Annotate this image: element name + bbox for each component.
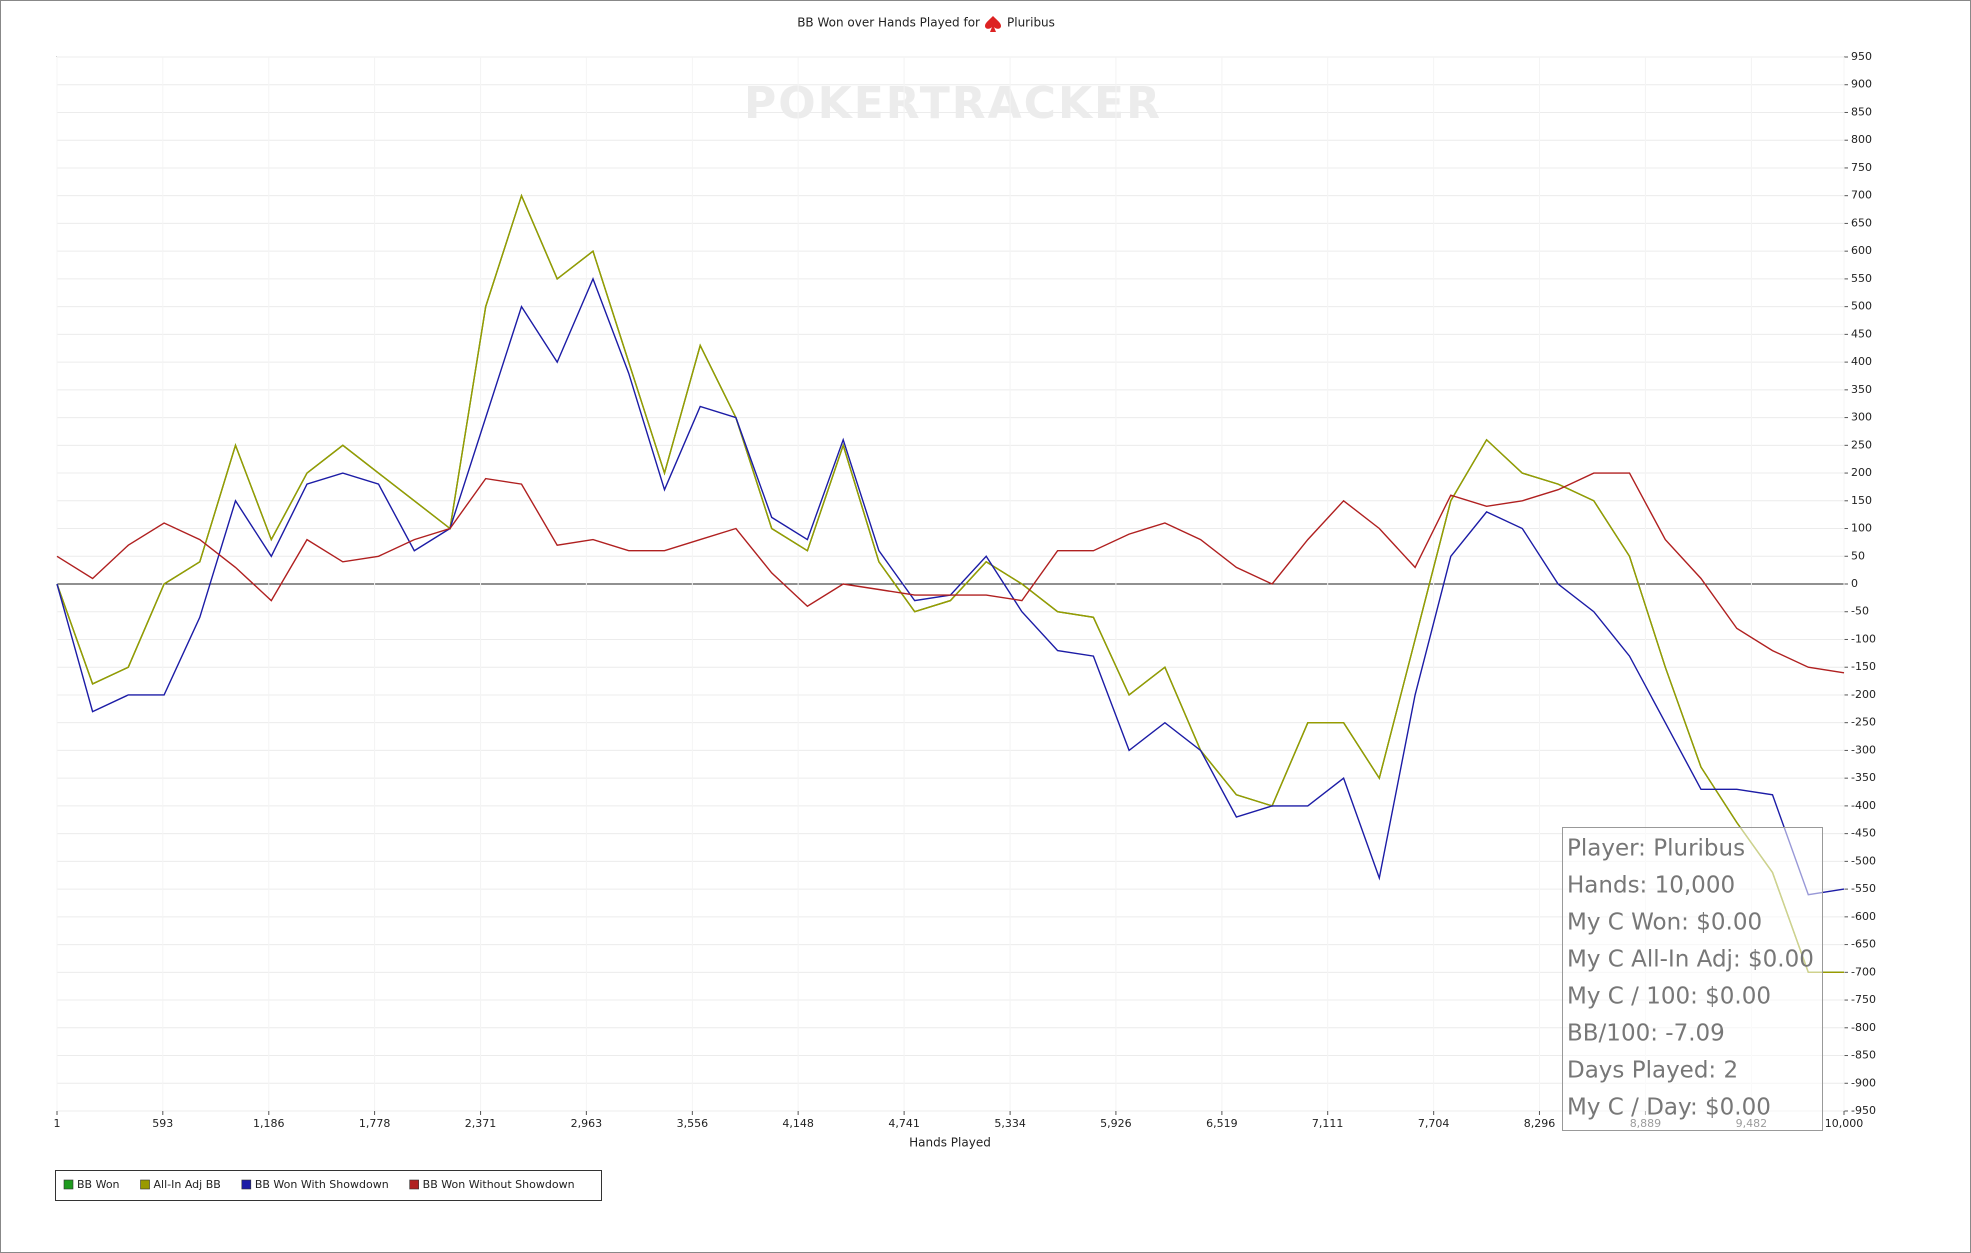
y-tick-label: 950 [1851, 50, 1872, 63]
tooltip-line: Hands: 10,000 [1567, 873, 1735, 899]
y-tick-label: 350 [1851, 383, 1872, 396]
tooltip-line: My C All-In Adj: $0.00 [1567, 947, 1814, 973]
y-tick-label: 850 [1851, 105, 1872, 118]
y-tick-label: -900 [1851, 1076, 1876, 1089]
y-tick-label: 400 [1851, 355, 1872, 368]
y-tick-label: 0 [1851, 577, 1858, 590]
y-tick-label: 750 [1851, 161, 1872, 174]
tooltip-line: BB/100: -7.09 [1567, 1021, 1725, 1047]
y-tick-label: -200 [1851, 688, 1876, 701]
y-tick-label: -750 [1851, 993, 1876, 1006]
series-line [56, 193, 1844, 973]
player-name: Pluribus [1007, 16, 1055, 30]
y-tick-label: -50 [1851, 605, 1869, 618]
y-tick-label: -400 [1851, 799, 1876, 812]
y-tick-label: -100 [1851, 632, 1876, 645]
x-tick-label: 1 [54, 1117, 61, 1130]
legend-label: All-In Adj BB [154, 1178, 221, 1191]
y-tick-label: 600 [1851, 244, 1872, 257]
y-tick-label: -500 [1851, 854, 1876, 867]
legend-label: BB Won [77, 1178, 120, 1191]
legend-label: BB Won With Showdown [255, 1178, 389, 1191]
x-axis-label: Hands Played [909, 1136, 991, 1150]
y-tick-label: -650 [1851, 938, 1876, 951]
y-tick-label: -950 [1851, 1104, 1876, 1117]
y-tick-label: -350 [1851, 771, 1876, 784]
y-tick-label: 700 [1851, 189, 1872, 202]
y-tick-label: 450 [1851, 327, 1872, 340]
y-tick-label: -700 [1851, 965, 1876, 978]
x-tick-label: 5,334 [994, 1117, 1026, 1130]
legend-swatch [140, 1179, 150, 1190]
x-tick-label: 1,778 [359, 1117, 391, 1130]
y-tick-label: 250 [1851, 438, 1872, 451]
x-tick-label: 5,926 [1100, 1117, 1132, 1130]
y-tick-label: 800 [1851, 133, 1872, 146]
y-tick-label: -150 [1851, 660, 1876, 673]
spade-icon [985, 16, 1001, 32]
y-tick-label: 550 [1851, 272, 1872, 285]
y-tick-label: 50 [1851, 549, 1865, 562]
x-tick-label: 2,963 [571, 1117, 603, 1130]
x-tick-label: 4,148 [782, 1117, 814, 1130]
y-tick-label: -300 [1851, 743, 1876, 756]
x-tick-label: 4,741 [888, 1117, 920, 1130]
x-tick-label: 593 [152, 1117, 173, 1130]
legend-swatch [409, 1179, 419, 1190]
tooltip-line: Player: Pluribus [1567, 836, 1745, 862]
y-tick-label: -550 [1851, 882, 1876, 895]
y-tick-label: 150 [1851, 494, 1872, 507]
x-tick-label: 6,519 [1206, 1117, 1238, 1130]
chart-title: BB Won over Hands Played for [797, 16, 980, 30]
y-tick-label: -600 [1851, 910, 1876, 923]
watermark: POKERTRACKER [744, 78, 1162, 129]
y-tick-label: 900 [1851, 78, 1872, 91]
legend-label: BB Won Without Showdown [423, 1178, 575, 1191]
y-tick-label: 100 [1851, 522, 1872, 535]
y-tick-label: 650 [1851, 216, 1872, 229]
y-tick-label: -450 [1851, 827, 1876, 840]
x-tick-label: 8,296 [1524, 1117, 1556, 1130]
y-tick-label: 300 [1851, 411, 1872, 424]
series-line [56, 472, 1845, 674]
legend-swatch [241, 1179, 252, 1190]
x-tick-label: 2,371 [465, 1117, 497, 1130]
tooltip-line: My C / Day: $0.00 [1567, 1095, 1771, 1121]
tooltip-line: My C / 100: $0.00 [1567, 984, 1771, 1010]
y-tick-label: -250 [1851, 716, 1876, 729]
legend-swatch [63, 1179, 74, 1190]
x-tick-label: 1,186 [253, 1117, 285, 1130]
tooltip-line: Days Played: 2 [1567, 1058, 1738, 1084]
x-tick-label: 7,111 [1312, 1117, 1344, 1130]
y-tick-label: 200 [1851, 466, 1872, 479]
tooltip-box [1562, 827, 1823, 1131]
x-tick-label: 3,556 [677, 1117, 709, 1130]
y-tick-label: 500 [1851, 300, 1872, 313]
y-tick-label: -800 [1851, 1021, 1876, 1034]
y-tick-label: -850 [1851, 1049, 1876, 1062]
x-tick-label: 10,000 [1825, 1117, 1864, 1130]
x-tick-label: 7,704 [1418, 1117, 1450, 1130]
tooltip-line: My C Won: $0.00 [1567, 910, 1762, 936]
